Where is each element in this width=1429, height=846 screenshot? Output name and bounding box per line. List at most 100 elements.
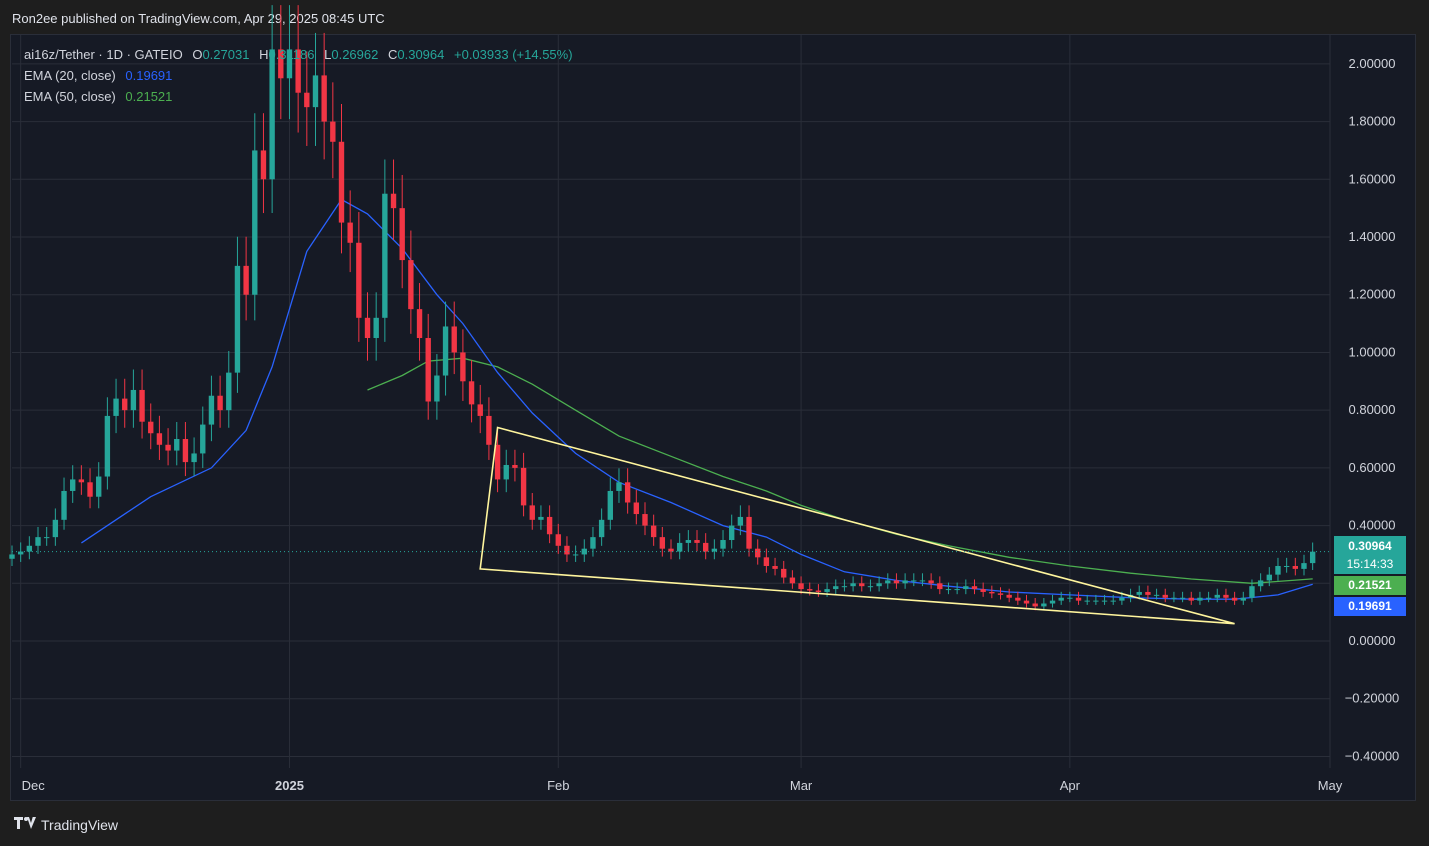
candle-body [1223, 594, 1229, 598]
candle-body [1075, 597, 1082, 601]
candle-body [442, 326, 449, 376]
y-tick-label: 2.00000 [1349, 56, 1396, 71]
candle-body [494, 444, 501, 480]
candle-body [633, 502, 640, 515]
candle-body [1240, 597, 1246, 601]
candle-body [87, 482, 93, 497]
candle-body [885, 580, 891, 584]
candle-body [1197, 597, 1203, 601]
candle-body [390, 193, 397, 209]
candle-body [269, 49, 275, 180]
symbol-legend-row: ai16z/Tether · 1D · GATEIO O0.27031 H0.3… [24, 44, 573, 65]
candle-body [1101, 600, 1108, 602]
candle-body [1171, 597, 1177, 599]
close-label: C [387, 47, 398, 62]
candle-body [1292, 565, 1299, 569]
candle-body [1309, 551, 1316, 564]
open-label: O [192, 47, 203, 62]
candle-body [347, 222, 353, 243]
candle-body [104, 415, 111, 477]
y-tick-label: 1.40000 [1349, 229, 1396, 244]
candle-body [425, 338, 431, 402]
candle-body [1301, 563, 1307, 569]
candle-body [338, 141, 345, 223]
y-tick-label: 0.40000 [1349, 518, 1396, 533]
candle-body [165, 444, 171, 451]
symbol-label: ai16z/Tether · 1D · GATEIO [24, 47, 183, 62]
publish-header: Ron2ee published on TradingView.com, Apr… [12, 11, 385, 26]
candle-body [1110, 600, 1116, 602]
y-tick-label: 0.80000 [1349, 402, 1396, 417]
candle-body [226, 372, 232, 411]
candle-body [1153, 594, 1160, 596]
candle-body [659, 537, 666, 549]
chart-panel[interactable] [10, 34, 1416, 801]
candle-body [859, 583, 865, 587]
tradingview-logo-icon [14, 816, 36, 833]
candle-body [989, 591, 995, 594]
candle-body [260, 150, 267, 180]
candle-body [1249, 586, 1255, 598]
last-price-value: 0.30964 [1348, 539, 1392, 553]
candle-body [807, 589, 813, 591]
ema-50-line [367, 357, 1313, 584]
candle-body [182, 439, 189, 463]
candle-body [546, 516, 553, 535]
candle-body [200, 424, 206, 454]
candle-body [434, 375, 440, 402]
candle-body [113, 398, 119, 416]
ema-50-series [367, 357, 1313, 584]
candle-body [9, 554, 15, 559]
candle-body [191, 453, 197, 463]
candle-body [529, 505, 535, 520]
candle-body [555, 534, 561, 546]
candle-body [564, 545, 570, 555]
falling-wedge-drawing[interactable] [479, 426, 1235, 625]
candle-body [52, 519, 59, 538]
candle-body [408, 260, 414, 310]
candle-body [945, 589, 952, 591]
ema50-legend-row[interactable]: EMA (50, close) 0.21521 [24, 86, 573, 107]
candle-body [364, 317, 371, 339]
candle-body [321, 75, 327, 122]
ema20-legend-row[interactable]: EMA (20, close) 0.19691 [24, 65, 573, 86]
y-tick-label: 0.00000 [1349, 633, 1396, 648]
candle-body [1266, 574, 1272, 581]
candle-body [356, 242, 362, 318]
candle-body [538, 516, 544, 520]
tradingview-branding[interactable]: TradingView [14, 816, 118, 833]
candle-body [486, 415, 492, 445]
candle-body [373, 317, 379, 339]
y-tick-label: −0.40000 [1345, 748, 1400, 763]
tradingview-brand-text: TradingView [41, 816, 119, 833]
candle-body [824, 589, 830, 592]
candle-body [148, 421, 154, 434]
candle-body [312, 75, 319, 108]
candle-body [598, 519, 605, 538]
candle-body [911, 580, 917, 582]
candle-body [685, 540, 692, 543]
ema50-value: 0.21521 [125, 89, 173, 104]
candle-body [590, 537, 596, 549]
candle-body [96, 476, 102, 497]
candle-body [1049, 600, 1056, 604]
candle-body [286, 49, 293, 79]
candle-body [122, 398, 128, 411]
candle-body [746, 516, 752, 549]
candle-body [850, 583, 856, 587]
candle-body [1257, 580, 1264, 587]
candle-body [17, 551, 24, 555]
candle-body [1032, 603, 1038, 607]
candle-body [243, 265, 249, 295]
candle-body [61, 490, 67, 520]
ema50-label: EMA (50, close) [24, 89, 116, 104]
candle-body [1283, 565, 1290, 567]
candle-body [729, 525, 735, 541]
candle-body [78, 479, 85, 483]
candle-body [572, 554, 579, 556]
candle-body [1015, 597, 1021, 601]
candle-body [937, 583, 943, 590]
candle-body [789, 577, 796, 584]
candle-body [1119, 597, 1125, 601]
